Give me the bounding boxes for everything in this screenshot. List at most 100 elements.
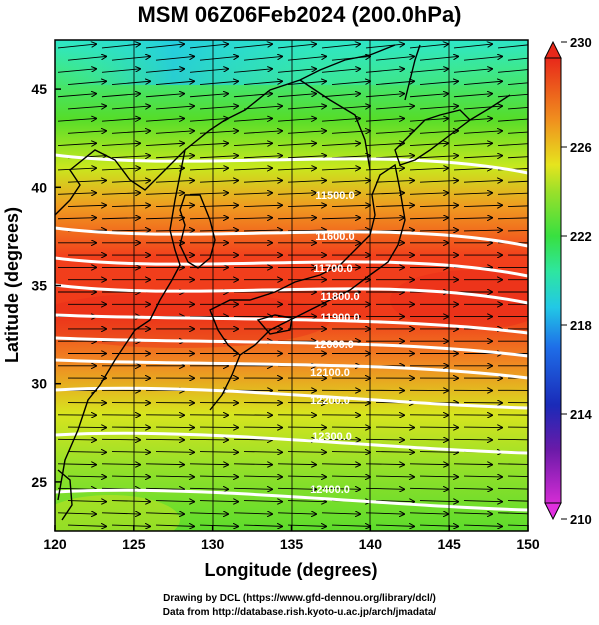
height-contour xyxy=(55,386,528,410)
wind-arrow xyxy=(331,427,370,428)
wind-arrow xyxy=(277,143,316,145)
wind-arrow xyxy=(321,488,360,489)
wind-arrow xyxy=(497,118,528,122)
wind-arrow xyxy=(145,488,184,489)
wind-arrow xyxy=(189,439,228,440)
wind-arrow xyxy=(321,513,360,514)
wind-arrow xyxy=(277,118,316,121)
wind-arrow xyxy=(145,218,184,219)
wind-arrow xyxy=(145,143,184,145)
wind-arrow xyxy=(233,69,272,73)
wind-arrow xyxy=(57,439,96,440)
wind-arrow xyxy=(365,69,404,73)
wind-arrow xyxy=(321,218,360,219)
wind-arrow xyxy=(497,192,528,195)
wind-arrow xyxy=(233,193,272,194)
wind-arrow xyxy=(365,218,404,219)
colorbar-top-arrow xyxy=(544,40,562,59)
wind-arrow xyxy=(155,81,194,85)
wind-arrow xyxy=(365,464,404,465)
wind-arrow xyxy=(199,501,238,502)
wind-arrow xyxy=(67,501,106,502)
wind-arrow xyxy=(497,217,528,220)
wind-arrow xyxy=(233,488,272,489)
contour-label: 12400.0 xyxy=(310,484,350,496)
wind-arrow xyxy=(419,180,458,182)
map-title: MSM 06Z06Feb2024 (200.0hPa) xyxy=(137,2,462,27)
height-contour xyxy=(55,431,528,455)
height-contour xyxy=(55,283,528,305)
wind-arrow xyxy=(277,168,316,170)
wind-arrow xyxy=(331,81,370,85)
x-tick-label: 145 xyxy=(437,536,461,552)
wind-arrow xyxy=(507,156,528,159)
wind-arrow xyxy=(463,106,502,109)
wind-arrow xyxy=(145,118,184,121)
wind-arrow xyxy=(453,118,492,121)
colorbar-tick-label: 218 xyxy=(570,318,592,333)
wind-arrow xyxy=(507,106,528,110)
wind-arrow xyxy=(331,205,370,206)
wind-arrow xyxy=(57,118,96,121)
wind-arrow xyxy=(145,69,184,73)
wind-arrow xyxy=(67,476,106,477)
wind-arrow xyxy=(463,525,502,526)
wind-arrow xyxy=(277,69,316,73)
wind-arrow xyxy=(453,439,492,440)
wind-arrow xyxy=(375,452,414,453)
y-axis-label: Latitude (degrees) xyxy=(2,207,22,363)
wind-arrow xyxy=(199,180,238,182)
wind-arrow xyxy=(453,168,492,170)
wind-arrow xyxy=(111,476,150,477)
wind-arrow xyxy=(233,143,272,145)
wind-arrow xyxy=(321,168,360,170)
wind-arrow xyxy=(497,93,528,98)
colorbar-bottom-arrow xyxy=(544,502,562,521)
wind-arrow xyxy=(287,476,326,477)
wind-arrow xyxy=(375,106,414,109)
wind-arrow xyxy=(277,44,316,49)
wind-arrow xyxy=(365,439,404,440)
wind-arrow xyxy=(453,143,492,145)
wind-arrow xyxy=(189,94,228,98)
wind-arrow xyxy=(189,168,228,170)
wind-arrow xyxy=(321,439,360,440)
wind-arrow xyxy=(375,180,414,182)
wind-arrow xyxy=(287,205,326,206)
wind-arrow xyxy=(287,452,326,453)
wind-arrow xyxy=(243,106,282,109)
wind-arrow xyxy=(321,44,360,49)
wind-arrow xyxy=(277,513,316,514)
wind-arrow xyxy=(243,427,282,428)
wind-arrow xyxy=(453,193,492,194)
wind-arrow xyxy=(419,501,458,502)
height-contour xyxy=(55,358,528,380)
wind-arrow xyxy=(375,156,414,158)
wind-arrow xyxy=(497,512,528,515)
wind-arrow xyxy=(453,513,492,514)
wind-arrow xyxy=(331,106,370,109)
wind-arrow xyxy=(111,452,150,453)
colorbar-tick-label: 210 xyxy=(570,512,592,527)
wind-arrow xyxy=(365,94,404,98)
wind-arrow xyxy=(375,131,414,133)
wind-arrow xyxy=(497,69,528,73)
x-tick-label: 150 xyxy=(516,536,540,552)
wind-arrow xyxy=(419,525,458,526)
height-contour xyxy=(55,488,528,512)
wind-arrow xyxy=(243,452,282,453)
wind-arrow xyxy=(463,180,502,182)
wind-arrow xyxy=(321,118,360,121)
wind-arrow xyxy=(375,427,414,428)
wind-arrow xyxy=(331,452,370,453)
y-tick-label: 45 xyxy=(31,81,47,97)
wind-arrow xyxy=(287,180,326,182)
wind-arrow xyxy=(453,488,492,489)
wind-arrow xyxy=(243,525,282,526)
wind-arrow xyxy=(189,464,228,465)
footer-drawing-credit: Drawing by DCL (https://www.gfd-dennou.o… xyxy=(163,593,436,604)
height-contour xyxy=(55,226,528,248)
wind-arrow xyxy=(199,476,238,477)
wind-arrow xyxy=(409,193,448,194)
wind-arrow xyxy=(463,56,502,61)
